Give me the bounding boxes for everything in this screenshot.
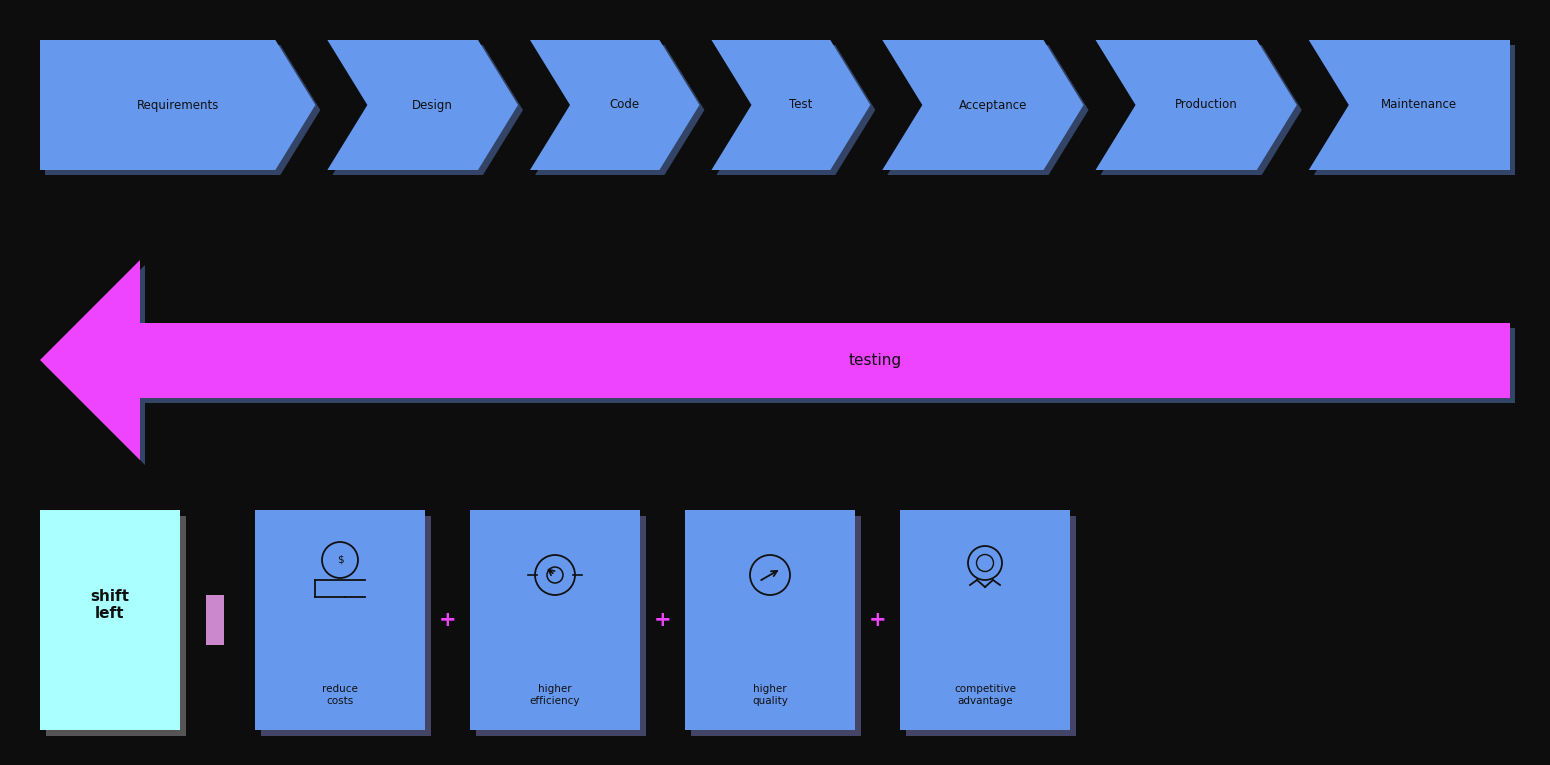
Text: +: + bbox=[654, 610, 671, 630]
Polygon shape bbox=[1096, 40, 1297, 170]
Text: Design: Design bbox=[412, 99, 453, 112]
Polygon shape bbox=[45, 265, 146, 465]
Text: Maintenance: Maintenance bbox=[1381, 99, 1457, 112]
Text: Code: Code bbox=[609, 99, 640, 112]
Polygon shape bbox=[332, 45, 522, 175]
FancyBboxPatch shape bbox=[46, 516, 186, 736]
FancyBboxPatch shape bbox=[40, 510, 180, 730]
FancyBboxPatch shape bbox=[470, 510, 640, 730]
Polygon shape bbox=[40, 40, 315, 170]
FancyBboxPatch shape bbox=[901, 510, 1070, 730]
Text: Test: Test bbox=[789, 99, 812, 112]
Text: shift
left: shift left bbox=[90, 589, 130, 621]
Text: Requirements: Requirements bbox=[136, 99, 219, 112]
Polygon shape bbox=[45, 45, 321, 175]
Text: testing: testing bbox=[848, 353, 902, 367]
FancyBboxPatch shape bbox=[260, 516, 431, 736]
Polygon shape bbox=[146, 327, 1514, 402]
Text: +: + bbox=[439, 610, 456, 630]
Polygon shape bbox=[40, 260, 140, 460]
Polygon shape bbox=[716, 45, 876, 175]
Text: Production: Production bbox=[1175, 99, 1237, 112]
Text: $: $ bbox=[336, 555, 343, 565]
FancyBboxPatch shape bbox=[691, 516, 860, 736]
Polygon shape bbox=[1314, 45, 1514, 175]
Polygon shape bbox=[1100, 45, 1302, 175]
Text: higher
quality: higher quality bbox=[752, 684, 787, 706]
FancyBboxPatch shape bbox=[685, 510, 856, 730]
Text: reduce
costs: reduce costs bbox=[322, 684, 358, 706]
Polygon shape bbox=[882, 40, 1083, 170]
Polygon shape bbox=[530, 40, 699, 170]
FancyBboxPatch shape bbox=[476, 516, 646, 736]
FancyBboxPatch shape bbox=[256, 510, 425, 730]
Polygon shape bbox=[711, 40, 870, 170]
Text: higher
efficiency: higher efficiency bbox=[530, 684, 580, 706]
Polygon shape bbox=[327, 40, 518, 170]
Text: Acceptance: Acceptance bbox=[959, 99, 1028, 112]
Polygon shape bbox=[1308, 40, 1510, 170]
FancyBboxPatch shape bbox=[907, 516, 1076, 736]
Text: competitive
advantage: competitive advantage bbox=[953, 684, 1015, 706]
Polygon shape bbox=[140, 323, 1510, 398]
FancyBboxPatch shape bbox=[206, 595, 225, 645]
Polygon shape bbox=[887, 45, 1088, 175]
Text: +: + bbox=[868, 610, 887, 630]
Polygon shape bbox=[535, 45, 704, 175]
